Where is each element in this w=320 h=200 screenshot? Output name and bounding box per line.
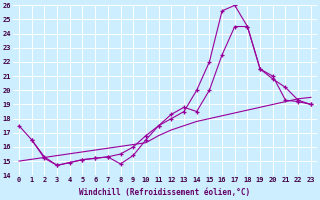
X-axis label: Windchill (Refroidissement éolien,°C): Windchill (Refroidissement éolien,°C) — [79, 188, 251, 197]
